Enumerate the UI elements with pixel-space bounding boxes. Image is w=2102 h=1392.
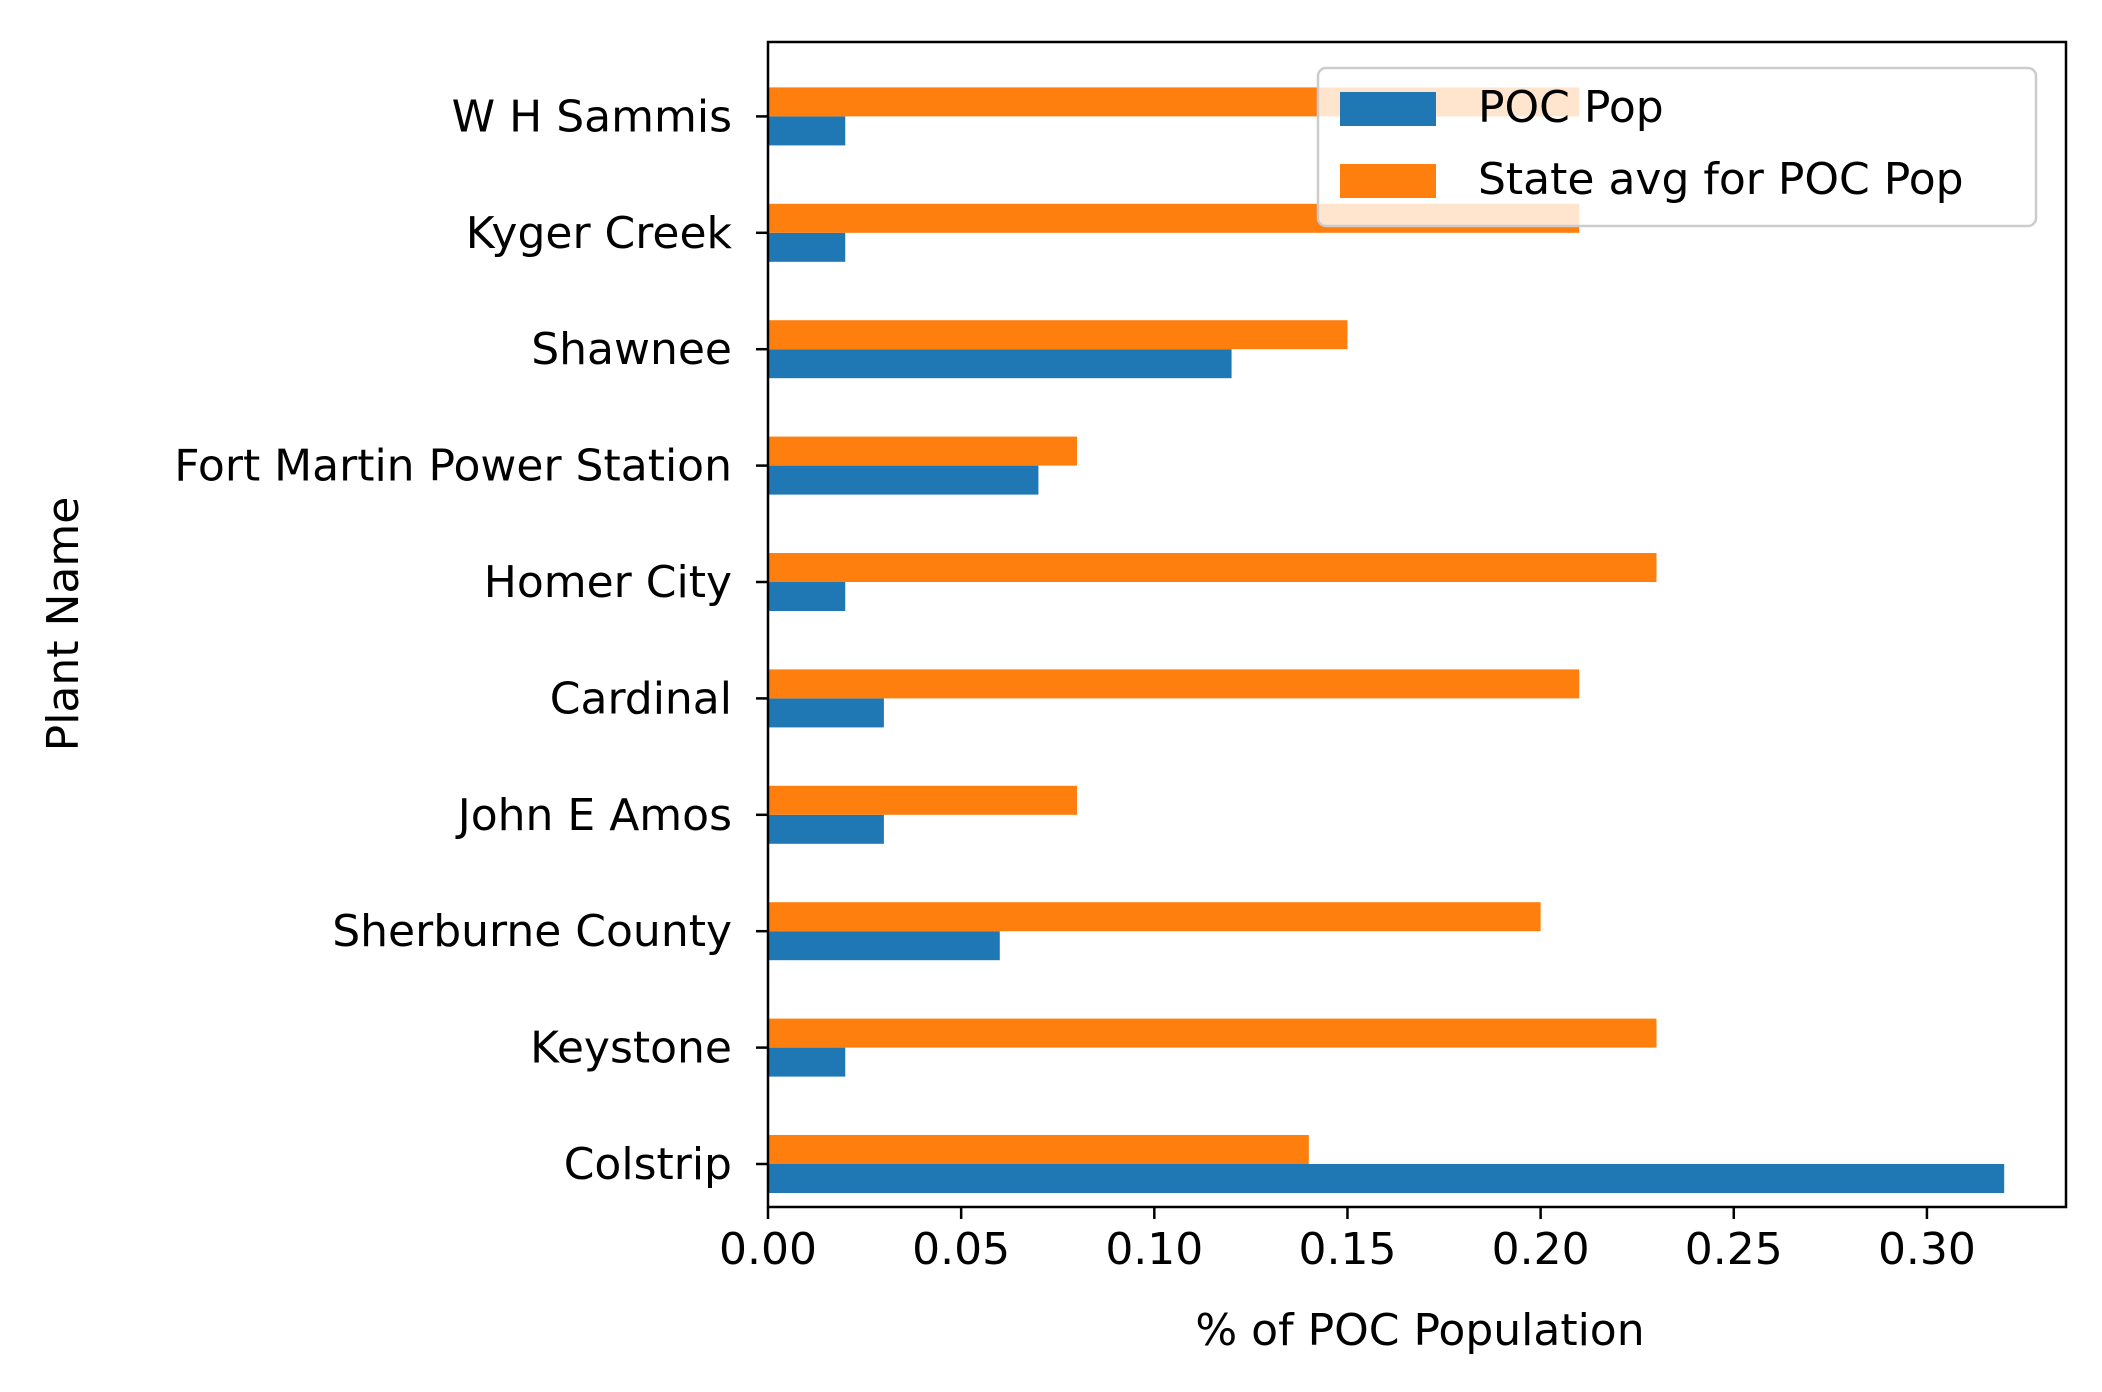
bar-poc-pop-fort-martin-power-station: [768, 465, 1039, 495]
bar-poc-pop-cardinal: [768, 698, 884, 728]
bar-state-avg-shawnee: [768, 320, 1348, 350]
y-tick-label-sherburne-county: Sherburne County: [332, 906, 732, 957]
legend-label-poc-pop: POC Pop: [1478, 82, 1664, 133]
legend-swatch-state-avg: [1340, 164, 1436, 198]
y-tick-label-w-h-sammis: W H Sammis: [452, 91, 732, 142]
bar-poc-pop-colstrip: [768, 1164, 2005, 1193]
x-tick-label: 0.20: [1492, 1224, 1590, 1275]
legend-swatch-poc-pop: [1340, 92, 1436, 126]
plot-area-border: [766, 40, 2068, 1209]
bar-poc-pop-shawnee: [768, 349, 1232, 379]
y-tick-label-fort-martin-power-station: Fort Martin Power Station: [174, 441, 732, 492]
y-tick-label-colstrip: Colstrip: [564, 1139, 732, 1190]
bar-poc-pop-homer-city: [768, 582, 846, 611]
x-tick-label: 0.05: [912, 1224, 1010, 1275]
bar-state-avg-keystone: [768, 1018, 1657, 1048]
y-tick-label-john-e-amos: John E Amos: [455, 790, 732, 841]
bar-state-avg-homer-city: [768, 553, 1657, 582]
y-tick-label-homer-city: Homer City: [484, 557, 732, 608]
bar-state-avg-colstrip: [768, 1135, 1309, 1164]
legend-label-state-avg: State avg for POC Pop: [1478, 154, 1964, 205]
bar-poc-pop-w-h-sammis: [768, 116, 846, 146]
bar-state-avg-sherburne-county: [768, 902, 1541, 932]
y-tick-label-keystone: Keystone: [530, 1023, 732, 1074]
y-tick-label-kyger-creek: Kyger Creek: [466, 208, 733, 259]
bar-poc-pop-kyger-creek: [768, 232, 846, 262]
y-axis-ticks: Colstrip Keystone Sherburne County John E A…: [174, 91, 768, 1190]
x-axis-label: % of POC Population: [1195, 1305, 1644, 1356]
bar-poc-pop-keystone: [768, 1047, 846, 1077]
x-tick-label: 0.10: [1105, 1224, 1203, 1275]
bar-poc-pop-john-e-amos: [768, 814, 884, 844]
x-tick-label: 0.00: [719, 1224, 817, 1275]
x-tick-label: 0.30: [1878, 1224, 1976, 1275]
legend-box: [1316, 66, 2038, 228]
x-tick-label: 0.15: [1298, 1224, 1396, 1275]
axes-frame: [766, 40, 2068, 1209]
bar-state-avg-cardinal: [768, 669, 1580, 699]
bar-state-avg-john-e-amos: [768, 785, 1078, 815]
y-axis-label: Plant Name: [38, 497, 89, 752]
y-tick-label-shawnee: Shawnee: [531, 324, 732, 375]
x-axis-ticks: 0.00 0.05 0.10 0.15 0.20 0.25 0.30: [719, 1207, 1976, 1275]
legend: POC Pop State avg for POC Pop: [1316, 66, 2038, 228]
bars-layer: [768, 87, 2005, 1193]
bar-state-avg-fort-martin-power-station: [768, 436, 1078, 466]
bar-poc-pop-sherburne-county: [768, 931, 1000, 961]
y-tick-label-cardinal: Cardinal: [550, 673, 732, 724]
x-tick-label: 0.25: [1685, 1224, 1783, 1275]
